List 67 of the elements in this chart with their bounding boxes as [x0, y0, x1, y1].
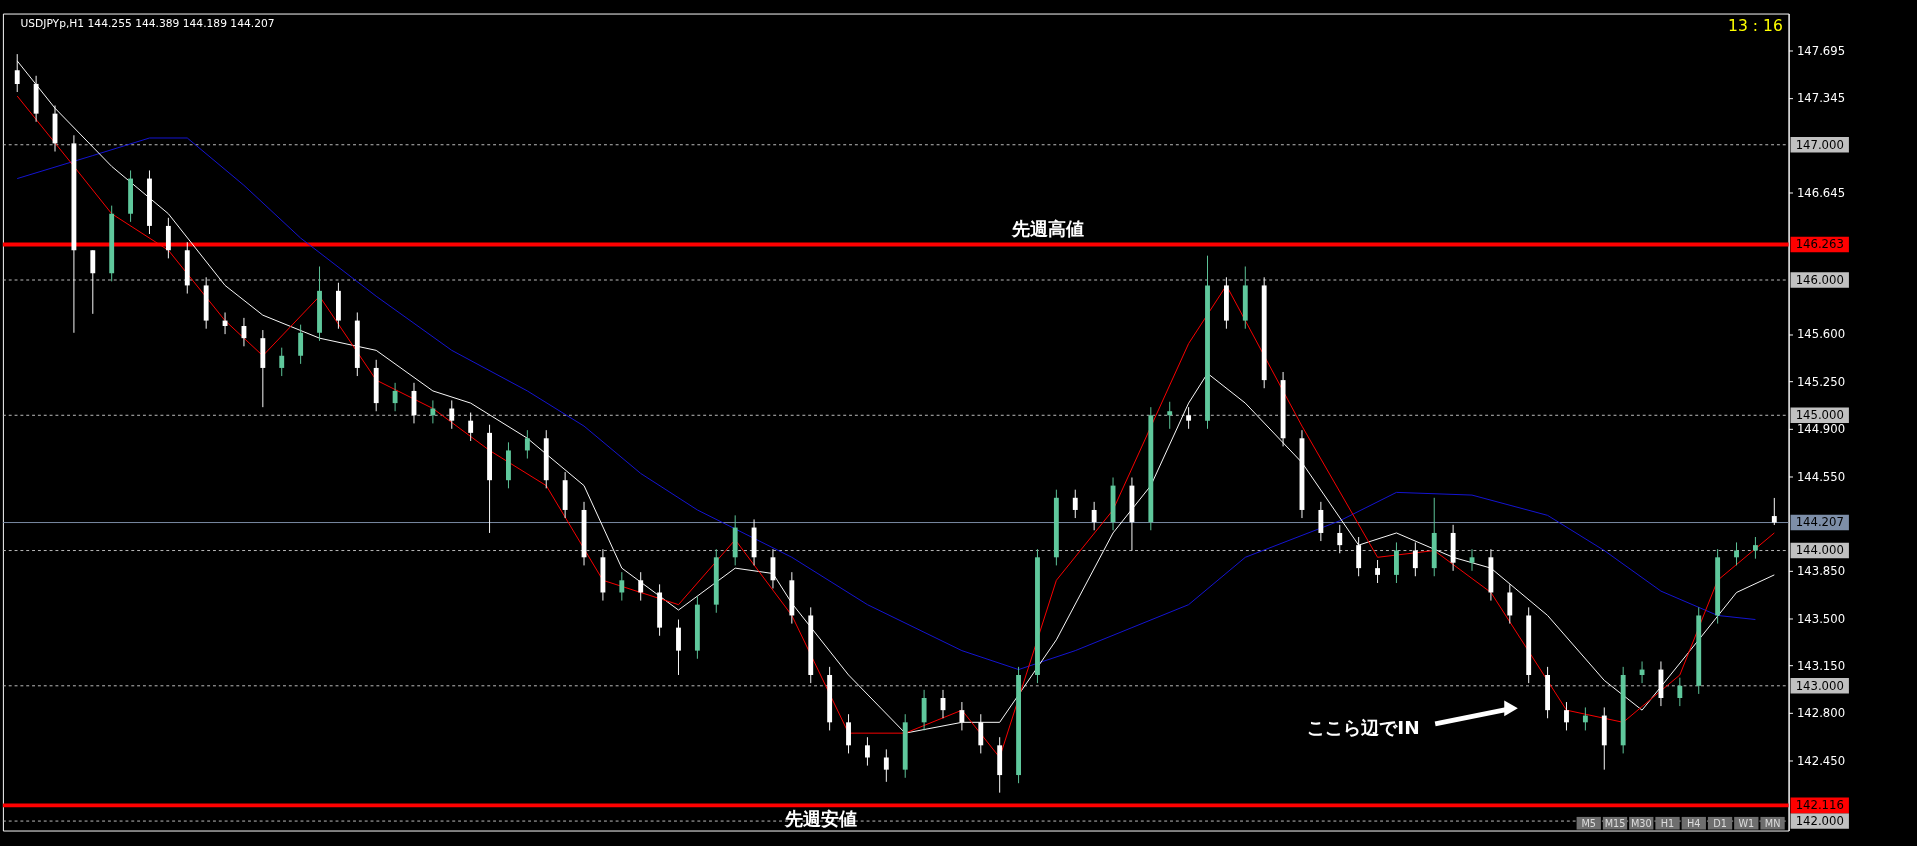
candlestick: [90, 249, 96, 315]
y-tick-label: 143.150: [1796, 658, 1846, 673]
candlestick: [638, 571, 644, 602]
candlestick: [1752, 536, 1758, 560]
candlestick: [1677, 677, 1683, 707]
candlestick: [1072, 489, 1078, 519]
y-tick-label: 146.645: [1796, 186, 1846, 201]
candlestick: [1469, 548, 1475, 572]
annotation: M5: [1581, 817, 1597, 829]
candlestick: [1167, 401, 1173, 430]
candlestick: [1412, 541, 1418, 577]
ref-line-label: 144.207: [1795, 515, 1844, 530]
line-series: [16, 137, 1756, 671]
candlestick: [1734, 541, 1739, 566]
y-tick-label: 142.800: [1796, 706, 1846, 721]
candlestick: [619, 571, 625, 602]
ref-line-label: 142.000: [1795, 813, 1844, 828]
candlestick: [865, 736, 870, 767]
y-tick-label: 142.450: [1796, 753, 1846, 768]
annotation: 先週安値: [783, 807, 857, 829]
candlestick: [524, 429, 530, 460]
annotation: H4: [1687, 817, 1701, 829]
chart-title: USDJPYp,H1 144.255 144.389 144.189 144.207: [20, 17, 275, 31]
y-tick-label: 145.600: [1796, 327, 1846, 342]
candlestick: [449, 399, 455, 430]
candlestick: [279, 347, 285, 377]
annotation: W1: [1738, 817, 1755, 829]
annotation: MN: [1764, 817, 1781, 829]
ref-line-label: 146.263: [1795, 237, 1844, 252]
candlestick: [392, 382, 398, 412]
candlestick: [1318, 501, 1324, 542]
annotation: M15: [1604, 817, 1626, 829]
annotation: M30: [1630, 817, 1652, 829]
ref-line-label: 145.000: [1795, 408, 1844, 423]
annotation: 先週高値: [1010, 217, 1084, 239]
ref-line-label: 143.000: [1795, 678, 1844, 693]
candlestick: [1356, 536, 1362, 577]
candlestick: [1091, 501, 1097, 531]
y-tick-label: 145.250: [1796, 374, 1846, 389]
y-tick-label: 147.695: [1796, 44, 1846, 59]
candlestick: [1582, 706, 1588, 731]
ref-line-label: 147.000: [1795, 137, 1844, 152]
annotation: ここら辺でIN: [1307, 716, 1420, 738]
candlestick: [959, 701, 965, 731]
candlestick: [1564, 701, 1569, 731]
annotation: D1: [1713, 817, 1727, 829]
y-tick-label: 144.900: [1796, 422, 1846, 437]
candlestick: [1337, 524, 1343, 554]
annotation: H1: [1660, 817, 1675, 829]
candlestick: [468, 412, 474, 442]
candlestick: [883, 748, 889, 783]
ref-line-label: 142.116: [1795, 798, 1844, 813]
candlestick: [1771, 497, 1777, 526]
y-tick-label: 144.550: [1796, 469, 1846, 484]
candlestick: [1186, 406, 1192, 430]
candlestick: [1507, 583, 1513, 625]
candlestick: [846, 713, 851, 754]
y-tick-label: 147.345: [1796, 91, 1846, 106]
ref-line-label: 146.000: [1795, 272, 1844, 287]
candlestick: [430, 399, 436, 424]
ref-line-label: 144.000: [1795, 543, 1844, 558]
candlestick: [676, 619, 681, 676]
y-tick-label: 143.500: [1796, 611, 1846, 626]
annotation: 13 : 16: [1728, 17, 1783, 36]
candlestick: [298, 324, 304, 365]
candlestick: [1375, 559, 1380, 584]
y-tick-label: 143.850: [1796, 564, 1846, 579]
